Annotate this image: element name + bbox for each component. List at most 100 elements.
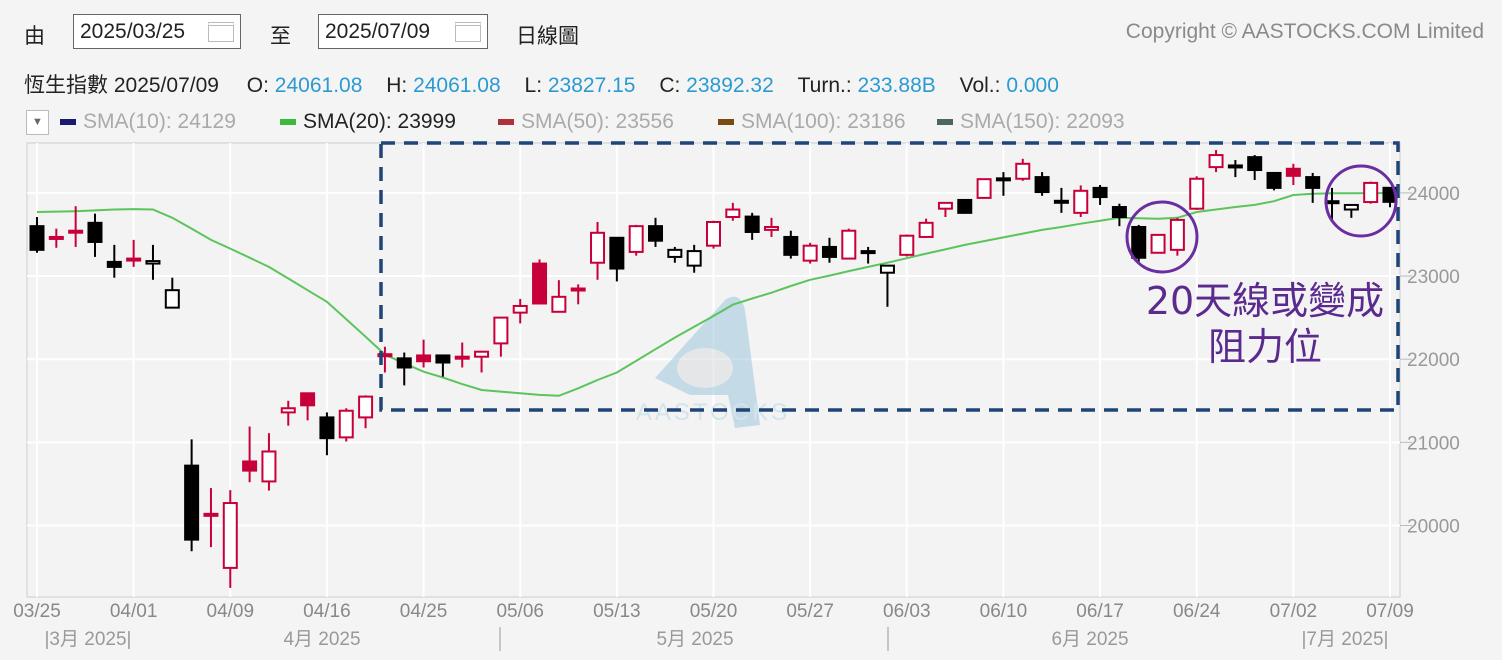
candle-07-08 — [1363, 181, 1379, 204]
candle-04-09 — [222, 490, 238, 588]
candle-06-19 — [1131, 224, 1147, 262]
month-label: 6月 2025 — [1051, 629, 1128, 650]
close-value: 23892.32 — [686, 74, 774, 97]
candle-04-24 — [396, 352, 412, 386]
sma10-label: SMA(10): 24129 — [83, 110, 236, 133]
candle-07-02 — [1285, 163, 1301, 185]
candle-06-18 — [1111, 203, 1127, 227]
candle-body — [1343, 203, 1359, 211]
candle-04-03 — [164, 277, 180, 309]
x-tick-label: 05/13 — [593, 601, 641, 622]
candle-body — [744, 215, 760, 233]
candle-06-25 — [1208, 150, 1224, 173]
legend-sma50[interactable]: SMA(50): 23556 — [498, 110, 674, 134]
candle-04-29 — [454, 342, 470, 368]
y-axis: 24000 23000 22000 21000 20000 — [1400, 184, 1460, 537]
candle-06-02 — [879, 264, 895, 307]
candle-body — [686, 250, 702, 267]
candle-03-31 — [106, 244, 122, 278]
sma20-swatch — [280, 119, 296, 126]
candle-body — [184, 464, 200, 541]
index-name-date: 恆生指數 2025/07/09 — [24, 74, 219, 97]
month-label: |3月 2025| — [45, 629, 132, 650]
candle-body — [416, 354, 432, 363]
low-value: 23827.15 — [547, 74, 636, 97]
candle-body — [590, 231, 606, 264]
candle-body — [570, 287, 586, 292]
candle-04-22 — [358, 395, 374, 429]
candle-body — [493, 316, 509, 345]
candle-body — [667, 248, 683, 258]
candles — [29, 150, 1398, 588]
x-tick-label: 07/02 — [1270, 601, 1318, 622]
legend-sma150[interactable]: SMA(150): 22093 — [937, 110, 1125, 134]
calendar-icon[interactable] — [208, 22, 234, 42]
candle-body — [802, 244, 818, 262]
watermark-logo: AASTOCKS — [636, 296, 790, 428]
candle-body — [821, 245, 837, 258]
to-date-input[interactable]: 2025/07/09 — [318, 14, 488, 49]
x-tick-label: 07/09 — [1366, 601, 1414, 622]
sma100-label: SMA(100): 23186 — [741, 110, 906, 133]
candle-05-16 — [667, 246, 683, 263]
x-tick-label: 06/24 — [1173, 601, 1221, 622]
copyright: Copyright © AASTOCKS.COM Limited — [1125, 20, 1484, 43]
candle-06-12 — [1034, 172, 1050, 196]
candle-06-26 — [1227, 160, 1243, 178]
annotation-line2: 阻力位 — [1207, 325, 1322, 369]
highlight-circle — [1324, 164, 1398, 238]
month-label: 5月 2025 — [656, 629, 733, 650]
legend-sma100[interactable]: SMA(100): 23186 — [718, 110, 906, 134]
annotation-text: 20天線或變成 阻力位 — [1140, 278, 1390, 370]
candle-body — [106, 260, 122, 268]
indicator-dropdown[interactable]: ▼ — [26, 110, 49, 135]
candle-body — [1073, 189, 1089, 214]
month-label: |7月 2025| — [1302, 629, 1389, 650]
sma50-label: SMA(50): 23556 — [521, 110, 674, 133]
x-tick-label: 05/27 — [786, 601, 834, 622]
candle-body — [860, 250, 876, 255]
candle-body — [1150, 233, 1166, 254]
sma100-swatch — [718, 119, 734, 126]
volume-label: Vol.: — [959, 74, 1001, 97]
turnover-value: 233.88B — [857, 74, 936, 97]
candle-body — [300, 392, 316, 407]
candle-body — [126, 257, 142, 262]
open-label: O: — [246, 74, 269, 97]
chart-type-label[interactable]: 日線圖 — [516, 25, 579, 48]
candle-06-11 — [1015, 158, 1031, 181]
candle-05-29 — [841, 228, 857, 260]
candle-05-07 — [532, 259, 548, 305]
candle-body — [48, 235, 64, 240]
candle-05-06 — [512, 298, 528, 324]
x-axis: 03/25 04/01 04/09 04/16 04/25 05/06 05/13 05/20… — [13, 601, 1414, 622]
candle-body — [1015, 162, 1031, 180]
turnover-label: Turn.: — [797, 74, 852, 97]
candle-body — [164, 289, 180, 309]
candle-06-16 — [1073, 185, 1089, 218]
x-tick-label: 04/01 — [110, 601, 158, 622]
calendar-icon[interactable] — [455, 22, 481, 42]
from-date-value: 2025/03/25 — [80, 20, 186, 43]
candle-05-22 — [744, 212, 760, 240]
candle-04-15 — [300, 392, 316, 421]
x-tick-label: 03/25 — [13, 601, 61, 622]
legend-sma10[interactable]: SMA(10): 24129 — [60, 110, 236, 134]
from-date-input[interactable]: 2025/03/25 — [73, 14, 241, 49]
candle-body — [706, 220, 721, 247]
candle-06-20 — [1150, 233, 1166, 254]
candle-06-17 — [1092, 184, 1108, 205]
watermark-text: AASTOCKS — [636, 399, 790, 426]
candle-body — [1247, 156, 1263, 172]
candle-06-27 — [1247, 155, 1263, 181]
y-tick-label: 22000 — [1407, 350, 1460, 371]
y-tick-label: 20000 — [1407, 516, 1460, 537]
candle-body — [1363, 181, 1379, 204]
candle-body — [899, 234, 915, 256]
candle-03-25 — [29, 217, 45, 253]
candle-body — [1169, 218, 1185, 251]
candle-body — [648, 225, 664, 242]
candle-05-19 — [686, 244, 702, 273]
legend-sma20[interactable]: SMA(20): 23999 — [280, 110, 456, 134]
